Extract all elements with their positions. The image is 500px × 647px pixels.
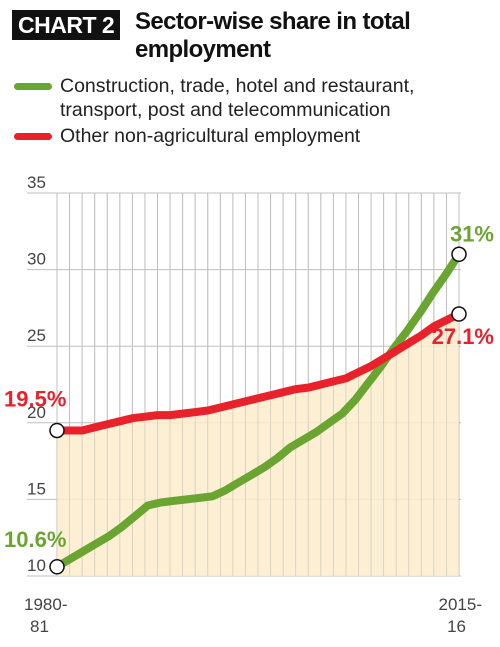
- data-label-green-start: 10.6%: [4, 527, 66, 552]
- x-tick-label-line2: 81: [30, 617, 49, 636]
- x-tick-label-line1: 1980-: [24, 595, 67, 614]
- y-tick-label: 10: [27, 556, 46, 575]
- y-tick-label: 25: [27, 326, 46, 345]
- y-tick-label: 15: [27, 479, 46, 498]
- y-tick-label: 30: [27, 250, 46, 269]
- legend-swatch-green: [14, 83, 52, 90]
- data-label-green-end: 31%: [450, 221, 494, 246]
- y-tick-label: 20: [27, 403, 46, 422]
- y-tick-label: 35: [27, 173, 46, 192]
- data-label-red-end: 27.1%: [432, 324, 494, 349]
- legend-label-red: Other non-agricultural employment: [60, 125, 361, 147]
- legend-label-green: Construction, trade, hotel and restauran…: [60, 75, 415, 121]
- x-tick-label-line1: 2015-: [439, 595, 482, 614]
- marker-red-end: [451, 306, 467, 322]
- x-tick-label-line2: 16: [447, 617, 466, 636]
- marker-green-start: [49, 559, 65, 575]
- legend-item-red: Other non-agricultural employment: [12, 124, 492, 148]
- chart-number-tag: CHART 2: [12, 10, 121, 40]
- chart-legend: Construction, trade, hotel and restauran…: [12, 74, 492, 148]
- series-line-red: [53, 310, 463, 435]
- chart-title: Sector-wise share in total employment: [135, 8, 411, 63]
- marker-red-start: [49, 422, 65, 439]
- legend-swatch-red: [14, 133, 52, 140]
- legend-item-green: Construction, trade, hotel and restauran…: [12, 74, 492, 122]
- data-label-red-start: 19.5%: [4, 386, 66, 411]
- marker-green-end: [451, 246, 467, 263]
